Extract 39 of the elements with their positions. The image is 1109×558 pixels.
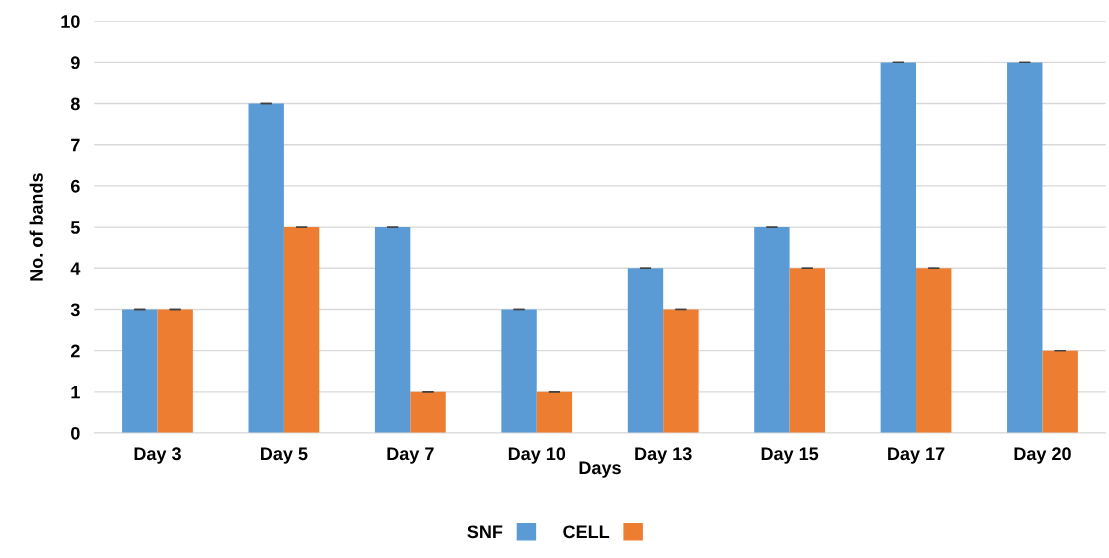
bar	[410, 391, 446, 434]
y-tick-label: 2	[70, 344, 80, 358]
y-tick-label: 3	[70, 303, 80, 317]
y-tick-label: 4	[70, 262, 81, 275]
bar	[1042, 350, 1078, 434]
x-tick-label: Day 17	[888, 447, 945, 464]
y-tick-label: 0	[71, 426, 80, 440]
bar	[374, 227, 411, 434]
x-axis-title: Days	[579, 461, 621, 478]
x-tick-label: Day 13	[635, 447, 692, 464]
y-tick-label: 1	[71, 385, 80, 399]
bar	[536, 391, 573, 434]
y-tick-label: 5	[70, 221, 80, 234]
bar	[283, 227, 320, 434]
x-tick-label: Day 3	[134, 447, 181, 464]
x-tick-label: Day 10	[508, 447, 566, 464]
y-tick-label: 9	[70, 56, 80, 70]
bar	[1007, 62, 1043, 434]
legend-label: CELL	[563, 525, 610, 539]
bar	[501, 309, 537, 434]
y-tick-label: 6	[71, 179, 80, 193]
bar	[880, 62, 917, 434]
bar	[157, 309, 193, 434]
bar	[789, 268, 826, 434]
bar	[663, 309, 699, 434]
y-tick-label: 8	[70, 97, 80, 111]
x-tick-label: Day 15	[761, 447, 819, 464]
bar	[627, 268, 664, 434]
x-tick-label: Day 7	[387, 447, 434, 464]
x-tick-label: Day 5	[261, 447, 308, 464]
bar	[754, 227, 790, 434]
bar	[916, 268, 952, 434]
y-tick-label: 10	[61, 15, 80, 28]
x-tick-label: Day 20	[1014, 447, 1071, 464]
bar	[248, 103, 284, 434]
legend-label: SNF	[467, 525, 503, 539]
y-axis-title: No. of bands	[29, 173, 43, 281]
bar	[122, 309, 158, 434]
y-tick-label: 7	[71, 138, 80, 152]
